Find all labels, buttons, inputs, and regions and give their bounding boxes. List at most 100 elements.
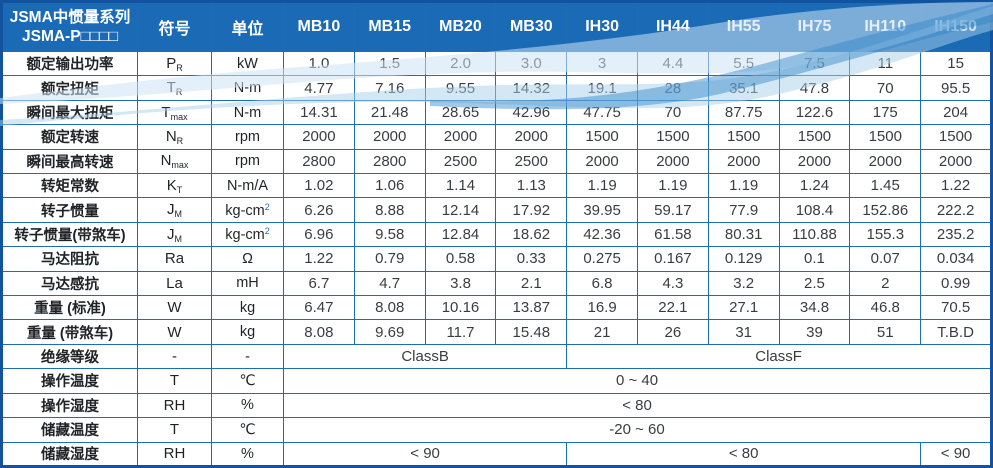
value-cell: 2000 xyxy=(778,148,851,175)
value-cell: 0.167 xyxy=(636,246,709,272)
unit-cell: ℃ xyxy=(211,368,284,394)
value-cell: 8.08 xyxy=(353,295,426,321)
value-cell: 2000 xyxy=(495,124,568,150)
unit-column-header: 单位 xyxy=(211,1,284,52)
spec-row: 绝缘等级 - - ClassB ClassF xyxy=(1,343,992,370)
model-column-header: MB30 xyxy=(495,1,568,52)
span-value-cell: ClassB xyxy=(282,343,568,370)
value-cell: 2000 xyxy=(636,148,709,175)
span-value-cell: -20 ~ 60 xyxy=(283,417,992,443)
value-cell: 26 xyxy=(636,319,709,345)
symbol-cell: - xyxy=(137,343,212,370)
value-cell: 87.75 xyxy=(707,99,780,126)
spec-row: 瞬间最大扭矩 Tmax N-m 14.31 21.48 28.65 42.96 47.75 70… xyxy=(1,99,992,126)
value-cell: 2000 xyxy=(424,124,497,150)
value-cell: 1.13 xyxy=(495,173,568,199)
spec-row: 额定转速 NR rpm 2000 2000 2000 2000 1500 1500 1500 150… xyxy=(1,124,992,150)
value-cell: 21 xyxy=(566,319,638,345)
value-cell: 2000 xyxy=(566,148,638,175)
value-cell: 9.55 xyxy=(424,75,497,101)
value-cell: 3 xyxy=(566,50,638,77)
model-column-header: IH75 xyxy=(778,1,851,52)
row-label: 瞬间最高转速 xyxy=(1,148,138,175)
span-value-cell: < 80 xyxy=(283,392,992,419)
value-cell: 2.5 xyxy=(778,270,851,297)
value-cell: 155.3 xyxy=(849,221,922,248)
value-cell: 28 xyxy=(636,75,709,101)
row-label: 操作温度 xyxy=(1,368,138,394)
row-label: 储藏温度 xyxy=(1,417,138,443)
value-cell: 70.5 xyxy=(920,295,992,321)
value-cell: 6.47 xyxy=(283,295,355,321)
unit-cell: ℃ xyxy=(211,417,284,443)
value-cell: 22.1 xyxy=(636,295,709,321)
unit-cell: % xyxy=(211,441,284,467)
row-label: 转子惯量(带煞车) xyxy=(1,221,138,248)
span-value-cell: < 80 xyxy=(566,441,922,467)
value-cell: T.B.D xyxy=(920,319,992,345)
value-cell: 4.77 xyxy=(283,75,355,101)
value-cell: 222.2 xyxy=(920,197,992,223)
value-cell: 2000 xyxy=(920,148,992,175)
value-cell: 2000 xyxy=(707,148,780,175)
row-label: 储藏湿度 xyxy=(1,441,138,467)
unit-cell: rpm xyxy=(211,124,284,150)
row-label: 重量 (标准) xyxy=(1,295,138,321)
span-value-cell: ClassF xyxy=(566,343,992,370)
value-cell: 4.3 xyxy=(636,270,709,297)
symbol-cell: JM xyxy=(137,197,212,223)
unit-cell: % xyxy=(211,392,284,419)
model-column-header: IH150 xyxy=(920,1,992,52)
spec-row: 操作温度 T ℃ 0 ~ 40 xyxy=(1,368,992,394)
value-cell: 5.5 xyxy=(707,50,780,77)
series-title-cell: JSMA中惯量系列 JSMA-P□□□□ xyxy=(1,1,138,52)
value-cell: 1.02 xyxy=(283,173,355,199)
symbol-cell: La xyxy=(137,270,212,297)
value-cell: 1.06 xyxy=(353,173,426,199)
value-cell: 6.96 xyxy=(283,221,355,248)
model-column-header: IH55 xyxy=(707,1,780,52)
value-cell: 1.19 xyxy=(566,173,638,199)
series-title-line1: JSMA中惯量系列 xyxy=(9,8,131,26)
value-cell: 18.62 xyxy=(495,221,568,248)
value-cell: 2.1 xyxy=(495,270,568,297)
unit-cell: kg xyxy=(211,295,284,321)
symbol-cell: Tmax xyxy=(137,99,212,126)
value-cell: 17.92 xyxy=(495,197,568,223)
value-cell: 51 xyxy=(849,319,922,345)
value-cell: 27.1 xyxy=(707,295,780,321)
value-cell: 14.32 xyxy=(495,75,568,101)
row-label: 马达阻抗 xyxy=(1,246,138,272)
model-column-header: IH110 xyxy=(849,1,922,52)
row-label: 转矩常数 xyxy=(1,173,138,199)
value-cell: 1.5 xyxy=(353,50,426,77)
value-cell: 59.17 xyxy=(636,197,709,223)
value-cell: 9.58 xyxy=(353,221,426,248)
value-cell: 0.1 xyxy=(778,246,851,272)
value-cell: 2500 xyxy=(495,148,568,175)
unit-cell: - xyxy=(211,343,284,370)
value-cell: 0.07 xyxy=(849,246,922,272)
value-cell: 1.19 xyxy=(636,173,709,199)
value-cell: 7.16 xyxy=(353,75,426,101)
span-value-cell: < 90 xyxy=(920,441,992,467)
value-cell: 34.8 xyxy=(778,295,851,321)
value-cell: 1.22 xyxy=(283,246,355,272)
value-cell: 1.19 xyxy=(707,173,780,199)
value-cell: 14.31 xyxy=(283,99,355,126)
value-cell: 12.84 xyxy=(424,221,497,248)
value-cell: 6.8 xyxy=(566,270,638,297)
unit-cell: kW xyxy=(211,50,284,77)
unit-cell: rpm xyxy=(211,148,284,175)
value-cell: 2000 xyxy=(353,124,426,150)
spec-table-body: 额定输出功率 PR kW 1.0 1.5 2.0 3.0 3 4.4 5.5 7.5 11 15 额定扭矩… xyxy=(1,50,992,467)
value-cell: 6.7 xyxy=(283,270,355,297)
value-cell: 13.87 xyxy=(495,295,568,321)
value-cell: 46.8 xyxy=(849,295,922,321)
value-cell: 8.08 xyxy=(283,319,355,345)
symbol-cell: RH xyxy=(137,441,212,467)
value-cell: 152.86 xyxy=(849,197,922,223)
value-cell: 0.79 xyxy=(353,246,426,272)
